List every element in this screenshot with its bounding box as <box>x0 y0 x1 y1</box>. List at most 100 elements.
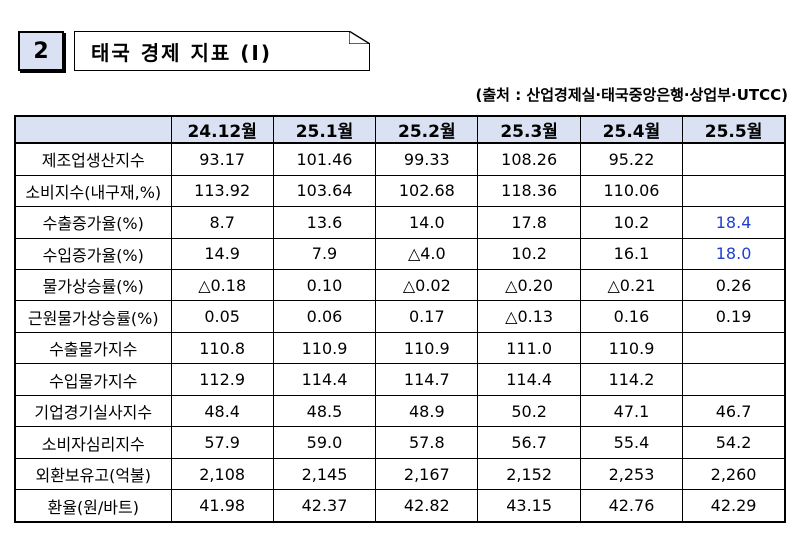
section-title: 태국 경제 지표 (Ⅰ) <box>74 31 370 71</box>
table-cell: △4.0 <box>375 237 479 271</box>
table-cell: 55.4 <box>579 426 684 459</box>
table-cell: 56.7 <box>477 426 581 459</box>
row-label: 제조업생산지수 <box>14 142 172 176</box>
table-cell: 54.2 <box>682 426 786 459</box>
table-cell: 0.10 <box>272 268 377 302</box>
table-cell <box>682 142 786 176</box>
row-label: 수입증가율(%) <box>14 237 172 271</box>
table-cell: 99.33 <box>375 142 479 176</box>
table-cell-highlight: 18.4 <box>682 206 786 239</box>
table-row: 제조업생산지수 93.17 101.46 99.33 108.26 95.22 <box>14 142 786 176</box>
table-corner-cell <box>14 115 172 144</box>
section-number-badge: 2 <box>18 31 64 71</box>
table-row: 소비자심리지수 57.9 59.0 57.8 56.7 55.4 54.2 <box>14 426 786 459</box>
table-cell: 118.36 <box>477 174 581 208</box>
table-cell: 102.68 <box>375 174 479 208</box>
table-cell <box>682 174 786 208</box>
table-cell: 114.2 <box>579 363 684 396</box>
table-cell: 2,253 <box>579 457 684 491</box>
table-cell: 93.17 <box>170 142 274 176</box>
table-cell: 0.06 <box>272 300 377 333</box>
column-header: 25.2월 <box>375 115 479 144</box>
economic-indicators-table: 24.12월 25.1월 25.2월 25.3월 25.4월 25.5월 제조업… <box>14 115 786 523</box>
table-cell: 110.06 <box>579 174 684 208</box>
table-cell: 57.9 <box>170 426 274 459</box>
table-cell: 112.9 <box>170 363 274 396</box>
table-row: 수출물가지수 110.8 110.9 110.9 111.0 110.9 <box>14 331 786 365</box>
table-row: 환율(원/바트) 41.98 42.37 42.82 43.15 42.76 4… <box>14 489 786 523</box>
source-note: (출처 : 산업경제실·태국중앙은행·상업부·UTCC) <box>475 86 788 104</box>
table-cell: 0.19 <box>682 300 786 333</box>
row-label: 환율(원/바트) <box>14 489 172 523</box>
table-cell: 47.1 <box>579 394 684 428</box>
table-cell: △0.18 <box>170 268 274 302</box>
table-row: 수입증가율(%) 14.9 7.9 △4.0 10.2 16.1 18.0 <box>14 237 786 271</box>
row-label: 기업경기실사지수 <box>14 394 172 428</box>
table-cell: 10.2 <box>579 206 684 239</box>
table-cell: 0.17 <box>375 300 479 333</box>
table-cell: △0.13 <box>477 300 581 333</box>
table-cell <box>682 331 786 365</box>
table-cell: △0.02 <box>375 268 479 302</box>
table-cell: 110.9 <box>272 331 377 365</box>
column-header: 25.3월 <box>477 115 581 144</box>
table-cell-highlight: 18.0 <box>682 237 786 271</box>
table-cell: 42.29 <box>682 489 786 523</box>
table-cell: 41.98 <box>170 489 274 523</box>
table-row: 기업경기실사지수 48.4 48.5 48.9 50.2 47.1 46.7 <box>14 394 786 428</box>
table-cell: 2,260 <box>682 457 786 491</box>
table-cell: 95.22 <box>579 142 684 176</box>
table-row: 수입물가지수 112.9 114.4 114.7 114.4 114.2 <box>14 363 786 396</box>
page-fold-corner <box>349 31 370 44</box>
table-cell: 57.8 <box>375 426 479 459</box>
table-cell: 0.26 <box>682 268 786 302</box>
table-row: 외환보유고(억불) 2,108 2,145 2,167 2,152 2,253 … <box>14 457 786 491</box>
table-cell: 46.7 <box>682 394 786 428</box>
table-cell: 108.26 <box>477 142 581 176</box>
table-cell: 110.8 <box>170 331 274 365</box>
table-cell: 2,167 <box>375 457 479 491</box>
column-header: 25.5월 <box>682 115 786 144</box>
table-cell: 103.64 <box>272 174 377 208</box>
table-cell: 42.82 <box>375 489 479 523</box>
row-label: 수출증가율(%) <box>14 206 172 239</box>
table-row: 근원물가상승률(%) 0.05 0.06 0.17 △0.13 0.16 0.1… <box>14 300 786 333</box>
table-cell: △0.21 <box>579 268 684 302</box>
column-header: 25.1월 <box>272 115 377 144</box>
table-cell: 114.4 <box>272 363 377 396</box>
table-cell: 48.4 <box>170 394 274 428</box>
column-header: 25.4월 <box>579 115 684 144</box>
table-cell: 59.0 <box>272 426 377 459</box>
table-cell: 10.2 <box>477 237 581 271</box>
row-label: 소비지수(내구재,%) <box>14 174 172 208</box>
table-row: 수출증가율(%) 8.7 13.6 14.0 17.8 10.2 18.4 <box>14 206 786 239</box>
table-cell: 8.7 <box>170 206 274 239</box>
row-label: 외환보유고(억불) <box>14 457 172 491</box>
table-row: 물가상승률(%) △0.18 0.10 △0.02 △0.20 △0.21 0.… <box>14 268 786 302</box>
table-cell <box>682 363 786 396</box>
table-cell: 0.05 <box>170 300 274 333</box>
table-cell: 42.37 <box>272 489 377 523</box>
table-cell: 16.1 <box>579 237 684 271</box>
table-cell: 2,152 <box>477 457 581 491</box>
table-cell: 48.5 <box>272 394 377 428</box>
table-cell: 114.4 <box>477 363 581 396</box>
table-cell: 17.8 <box>477 206 581 239</box>
table-cell: 14.0 <box>375 206 479 239</box>
row-label: 물가상승률(%) <box>14 268 172 302</box>
table-cell: 43.15 <box>477 489 581 523</box>
table-cell: 2,145 <box>272 457 377 491</box>
table-cell: 13.6 <box>272 206 377 239</box>
table-cell: 114.7 <box>375 363 479 396</box>
row-label: 소비자심리지수 <box>14 426 172 459</box>
table-cell: 101.46 <box>272 142 377 176</box>
table-header-row: 24.12월 25.1월 25.2월 25.3월 25.4월 25.5월 <box>14 115 786 144</box>
row-label: 수출물가지수 <box>14 331 172 365</box>
table-cell: 14.9 <box>170 237 274 271</box>
table-cell: 110.9 <box>579 331 684 365</box>
table-cell: 42.76 <box>579 489 684 523</box>
row-label: 근원물가상승률(%) <box>14 300 172 333</box>
table-cell: 48.9 <box>375 394 479 428</box>
table-row: 소비지수(내구재,%) 113.92 103.64 102.68 118.36 … <box>14 174 786 208</box>
column-header: 24.12월 <box>170 115 274 144</box>
